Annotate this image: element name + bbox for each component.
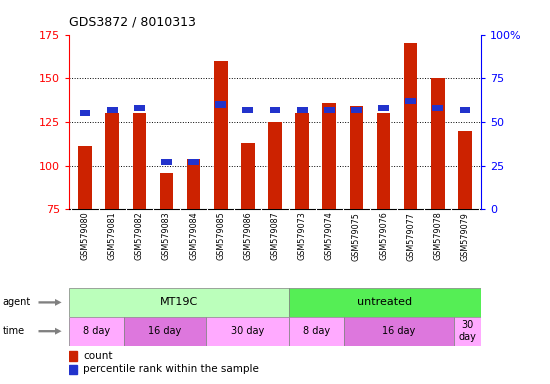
Text: GDS3872 / 8010313: GDS3872 / 8010313 bbox=[69, 15, 196, 28]
Bar bbox=[378, 105, 389, 111]
Bar bbox=[289, 317, 344, 346]
Bar bbox=[107, 107, 118, 113]
Bar bbox=[405, 98, 416, 104]
Bar bbox=[106, 113, 119, 209]
Bar bbox=[78, 146, 92, 209]
Bar bbox=[160, 172, 173, 209]
Bar bbox=[351, 107, 362, 113]
Bar bbox=[404, 43, 417, 209]
Text: GSM579086: GSM579086 bbox=[243, 212, 252, 260]
Text: GSM579073: GSM579073 bbox=[298, 212, 307, 260]
Bar bbox=[344, 317, 454, 346]
Bar bbox=[215, 101, 226, 108]
Bar bbox=[454, 317, 481, 346]
Bar bbox=[69, 288, 289, 317]
Text: 16 day: 16 day bbox=[148, 326, 182, 336]
Text: time: time bbox=[3, 326, 25, 336]
Bar bbox=[432, 105, 443, 111]
Bar bbox=[289, 288, 481, 317]
Text: 30 day: 30 day bbox=[231, 326, 264, 336]
Text: GSM579083: GSM579083 bbox=[162, 212, 171, 260]
Bar bbox=[206, 317, 289, 346]
Bar bbox=[377, 113, 390, 209]
Text: GSM579077: GSM579077 bbox=[406, 212, 415, 260]
Bar bbox=[324, 107, 335, 113]
Text: GSM579075: GSM579075 bbox=[352, 212, 361, 260]
Text: untreated: untreated bbox=[358, 297, 412, 308]
Text: 16 day: 16 day bbox=[382, 326, 415, 336]
Text: GSM579087: GSM579087 bbox=[271, 212, 279, 260]
Bar bbox=[270, 107, 280, 113]
Text: agent: agent bbox=[3, 297, 31, 308]
Bar bbox=[241, 143, 255, 209]
Bar bbox=[243, 107, 254, 113]
Bar bbox=[187, 159, 200, 209]
Text: GSM579078: GSM579078 bbox=[433, 212, 442, 260]
Text: count: count bbox=[83, 351, 113, 361]
Text: MT19C: MT19C bbox=[160, 297, 198, 308]
Bar bbox=[188, 159, 199, 165]
Text: GSM579080: GSM579080 bbox=[80, 212, 90, 260]
Bar bbox=[350, 106, 363, 209]
Bar bbox=[69, 351, 78, 361]
Bar bbox=[268, 122, 282, 209]
Bar bbox=[458, 131, 472, 209]
Text: GSM579081: GSM579081 bbox=[108, 212, 117, 260]
Bar bbox=[134, 105, 145, 111]
Bar bbox=[69, 317, 124, 346]
Bar bbox=[214, 61, 228, 209]
Text: GSM579076: GSM579076 bbox=[379, 212, 388, 260]
Bar bbox=[460, 107, 470, 113]
Text: percentile rank within the sample: percentile rank within the sample bbox=[83, 364, 259, 374]
Bar bbox=[133, 113, 146, 209]
Text: GSM579074: GSM579074 bbox=[325, 212, 334, 260]
Bar bbox=[124, 317, 206, 346]
Bar bbox=[69, 365, 78, 374]
Text: GSM579084: GSM579084 bbox=[189, 212, 198, 260]
Text: 30
day: 30 day bbox=[459, 320, 476, 342]
Bar bbox=[296, 107, 307, 113]
Bar bbox=[80, 110, 90, 116]
Text: GSM579085: GSM579085 bbox=[216, 212, 225, 260]
Bar bbox=[322, 103, 336, 209]
Bar bbox=[431, 78, 444, 209]
Text: 8 day: 8 day bbox=[82, 326, 110, 336]
Text: GSM579079: GSM579079 bbox=[460, 212, 470, 260]
Bar bbox=[295, 113, 309, 209]
Bar bbox=[161, 159, 172, 165]
Text: GSM579082: GSM579082 bbox=[135, 212, 144, 260]
Text: 8 day: 8 day bbox=[302, 326, 330, 336]
